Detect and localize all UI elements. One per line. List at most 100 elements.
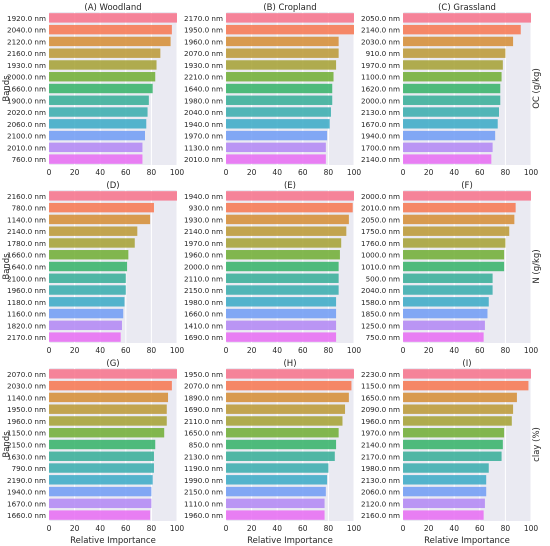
- panel-1-bar: [49, 60, 157, 70]
- panel-3-title: (C) Grassland: [438, 3, 496, 13]
- panel-6-x-tick-label: 0: [401, 346, 406, 355]
- panel-8-bar: [226, 451, 335, 461]
- panel-1-tick-label: 2000.0 nm: [7, 73, 46, 82]
- panel-7-tick-label: 1630.0 nm: [7, 452, 46, 461]
- panel-2-tick-label: 1130.0 nm: [184, 143, 223, 152]
- panel-5-bar: [226, 308, 337, 319]
- panel-8-x-axis-label: Relative Importance: [247, 536, 333, 546]
- panel-5-tick-label: 930.0 nm: [189, 204, 223, 213]
- panel-6-bar: [403, 250, 505, 260]
- panel-4-tick-label: 2140.0 nm: [7, 227, 46, 236]
- panel-3-bar: [403, 13, 531, 23]
- panel-7-tick-label: 1150.0 nm: [7, 429, 46, 438]
- panel-1-bar: [49, 130, 145, 141]
- panel-2-bar: [226, 83, 333, 94]
- panel-9-bar: [403, 475, 487, 485]
- panel-9-tick-label: 2090.0 nm: [361, 405, 400, 414]
- panel-2-tick-label: 2010.0 nm: [184, 155, 223, 164]
- panel-6-bar: [403, 320, 485, 331]
- panel-3-bar: [403, 154, 492, 164]
- panel-7-x-tick-label: 60: [121, 524, 131, 533]
- panel-4-tick-label: 780.0 nm: [12, 204, 46, 213]
- panel-6-bar: [403, 191, 531, 201]
- panel-6-bar: [403, 226, 510, 236]
- panel-7-bar: [49, 404, 167, 414]
- panel-1-tick-label: 2100.0 nm: [7, 132, 46, 141]
- panel-1-bar: [49, 154, 143, 164]
- panel-8-tick-label: 1890.0 nm: [184, 393, 223, 402]
- panel-7-tick-label: 1940.0 nm: [7, 488, 46, 497]
- panel-7-tick-label: 1660.0 nm: [7, 511, 46, 520]
- panel-5-bar: [226, 238, 342, 248]
- panel-7-bar: [49, 486, 152, 497]
- panel-1-tick-label: 2010.0 nm: [7, 143, 46, 152]
- panel-1-bar: [49, 48, 161, 58]
- panel-4-tick-label: 1660.0 nm: [7, 251, 46, 260]
- panel-5-bar: [226, 261, 339, 272]
- panel-2-tick-label: 2070.0 nm: [184, 49, 223, 58]
- panel-4-bar: [49, 226, 138, 236]
- panel-5-tick-label: 2000.0 nm: [184, 263, 223, 272]
- panel-5-bar: [226, 285, 339, 295]
- panel-5-x-tick-label: 60: [298, 346, 308, 355]
- panel-6-x-tick-label: 100: [524, 346, 539, 355]
- panel-8-bar: [226, 463, 329, 473]
- panel-4-tick-label: 2160.0 nm: [7, 192, 46, 201]
- panel-9-tick-label: 1980.0 nm: [361, 464, 400, 473]
- panel-7-bar: [49, 439, 156, 450]
- panel-2-tick-label: 2210.0 nm: [184, 73, 223, 82]
- panel-1-bar: [49, 83, 153, 94]
- panel-8-bar: [226, 380, 352, 391]
- panel-1-tick-label: 1920.0 nm: [7, 14, 46, 23]
- panel-8-bar: [226, 475, 328, 485]
- panel-5-bar: [226, 320, 337, 331]
- panel-2-bar: [226, 36, 339, 47]
- panel-4-bar: [49, 261, 128, 272]
- panel-2-bar: [226, 95, 333, 105]
- panel-1-x-tick-label: 60: [121, 168, 131, 177]
- panel-8-bar: [226, 439, 337, 450]
- panel-3-tick-label: 1940.0 nm: [361, 132, 400, 141]
- panel-6-bar: [403, 273, 493, 283]
- panel-7-bar: [49, 380, 172, 391]
- panel-6-x-tick-label: 60: [475, 346, 485, 355]
- panel-4-title: (D): [106, 181, 119, 191]
- panel-9-tick-label: 2170.0 nm: [361, 452, 400, 461]
- panel-4-bar: [49, 214, 151, 225]
- panel-4-x-tick-label: 100: [170, 346, 185, 355]
- panel-3-tick-label: 1970.0 nm: [361, 61, 400, 70]
- panel-8-tick-label: 1690.0 nm: [184, 405, 223, 414]
- panel-9-bar: [403, 392, 517, 403]
- panel-9-tick-label: 2230.0 nm: [361, 370, 400, 379]
- panel-9-x-tick-label: 60: [475, 524, 485, 533]
- panel-1-x-tick-label: 20: [70, 168, 80, 177]
- panel-7-bar: [49, 428, 165, 438]
- panel-3-tick-label: 1700.0 nm: [361, 143, 400, 152]
- panel-5-x-tick-label: 40: [272, 346, 282, 355]
- panel-3-bar: [403, 60, 503, 70]
- panel-4-tick-label: 1180.0 nm: [7, 298, 46, 307]
- panel-4-x-tick-label: 60: [121, 346, 131, 355]
- panel-1-title: (A) Woodland: [84, 3, 141, 13]
- panel-1-x-tick-label: 0: [47, 168, 52, 177]
- panel-9-x-tick-label: 0: [401, 524, 406, 533]
- panel-4-tick-label: 1820.0 nm: [7, 321, 46, 330]
- panel-8-tick-label: 850.0 nm: [189, 441, 223, 450]
- panel-9-tick-label: 2060.0 nm: [361, 488, 400, 497]
- panel-5-x-tick-label: 20: [247, 346, 257, 355]
- panel-2-bar: [226, 24, 354, 35]
- panel-4-bar: [49, 308, 124, 319]
- panel-8-tick-label: 1110.0 nm: [184, 499, 223, 508]
- panel-7-tick-label: 2150.0 nm: [7, 441, 46, 450]
- panel-8-tick-label: 2070.0 nm: [184, 382, 223, 391]
- panel-7-x-tick-label: 100: [170, 524, 185, 533]
- panel-8-bar: [226, 404, 346, 414]
- panel-5-tick-label: 1980.0 nm: [184, 298, 223, 307]
- panel-9-x-axis-label: Relative Importance: [424, 536, 510, 546]
- panel-6-bar: [403, 214, 515, 225]
- panel-7-tick-label: 2030.0 nm: [7, 382, 46, 391]
- panel-3-bar: [403, 48, 506, 58]
- panel-9-title: (I): [462, 359, 471, 369]
- panel-1-bar: [49, 95, 149, 105]
